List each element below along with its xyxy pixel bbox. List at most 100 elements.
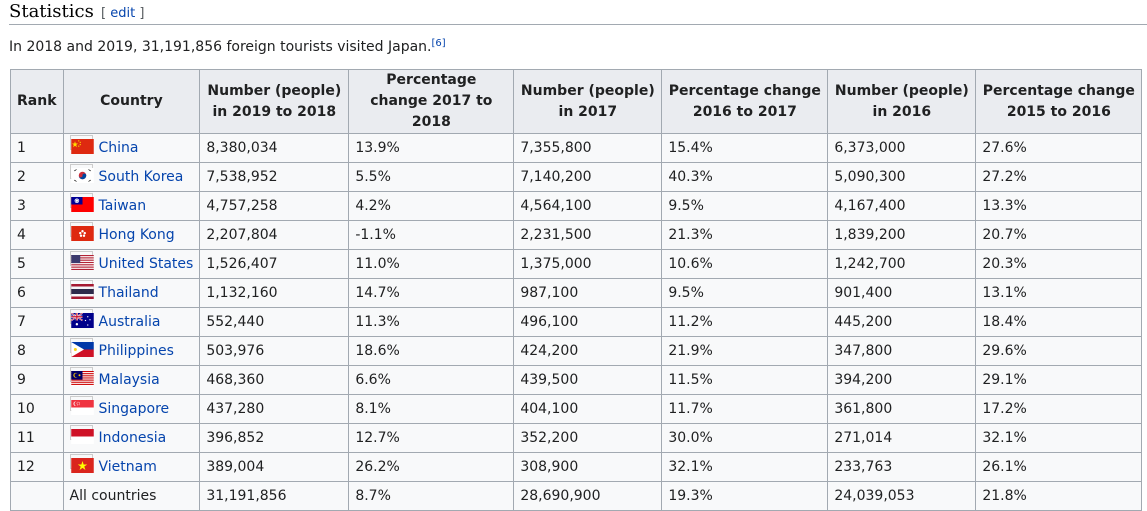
change-2017-cell: 11.5% xyxy=(661,365,829,395)
change-2016-cell: 13.1% xyxy=(975,278,1143,308)
edit-bracket-open: [ xyxy=(101,6,111,21)
visitors-2017-cell: 308,900 xyxy=(513,452,663,482)
change-2018-cell: 18.6% xyxy=(348,336,515,366)
country-link[interactable]: Singapore xyxy=(98,401,170,417)
rank-cell: 8 xyxy=(10,336,64,366)
change-2016-cell: 21.8% xyxy=(975,481,1143,511)
change-2016-cell: 13.3% xyxy=(975,191,1143,221)
country-cell: Hong Kong xyxy=(62,220,201,250)
visitors-2019-cell: 396,852 xyxy=(199,423,350,453)
table-row: 6 Thailand 1,132,160 14.7% 987,100 9.5% 901,40… xyxy=(10,278,1143,308)
visitors-2017-cell: 404,100 xyxy=(513,394,663,424)
table-row: 4 Hong Kong 2,207,804 -1.1% 2,231,500 21.3% 1,… xyxy=(10,220,1143,250)
change-2016-cell: 26.1% xyxy=(975,452,1143,482)
rank-cell: 6 xyxy=(10,278,64,308)
change-2016-cell: 29.1% xyxy=(975,365,1143,395)
change-2016-cell: 18.4% xyxy=(975,307,1143,337)
south-korea-flag-icon xyxy=(69,164,94,183)
visitors-2019-cell: 468,360 xyxy=(199,365,350,395)
rank-cell: 2 xyxy=(10,162,64,192)
column-header: Number (people) in 2019 to 2018 xyxy=(199,69,350,134)
change-2018-cell: 11.0% xyxy=(348,249,515,279)
table-row: 12 Vietnam 389,004 26.2% 308,900 32.1% 233,763… xyxy=(10,452,1143,482)
change-2016-cell: 20.3% xyxy=(975,249,1143,279)
rank-cell xyxy=(10,481,64,511)
reference-link[interactable]: [6] xyxy=(431,38,446,49)
country-cell: Taiwan xyxy=(62,191,201,221)
visitors-2016-cell: 6,373,000 xyxy=(827,133,977,163)
table-row: 9 Malaysia 468,360 6.6% 439,500 11.5% 394,200 2… xyxy=(10,365,1143,395)
column-header: Number (people) in 2016 xyxy=(827,69,977,134)
change-2016-cell: 29.6% xyxy=(975,336,1143,366)
country-link[interactable]: Malaysia xyxy=(98,372,160,388)
change-2016-cell: 20.7% xyxy=(975,220,1143,250)
visitors-2016-cell: 1,839,200 xyxy=(827,220,977,250)
visitors-2019-cell: 8,380,034 xyxy=(199,133,350,163)
visitors-2019-cell: 2,207,804 xyxy=(199,220,350,250)
visitors-2016-cell: 271,014 xyxy=(827,423,977,453)
malaysia-flag-icon xyxy=(69,367,94,386)
visitors-2019-cell: 7,538,952 xyxy=(199,162,350,192)
rank-cell: 12 xyxy=(10,452,64,482)
country-link[interactable]: Indonesia xyxy=(98,430,167,446)
change-2018-cell: 6.6% xyxy=(348,365,515,395)
indonesia-flag-icon xyxy=(69,425,94,444)
column-header: Percentage change 2017 to 2018 xyxy=(348,69,515,134)
visitors-2017-cell: 2,231,500 xyxy=(513,220,663,250)
visitors-2019-cell: 437,280 xyxy=(199,394,350,424)
country-cell: Singapore xyxy=(62,394,201,424)
edit-link[interactable]: edit xyxy=(110,6,136,21)
section-title: Statistics xyxy=(9,1,94,22)
visitors-2017-cell: 439,500 xyxy=(513,365,663,395)
change-2016-cell: 27.2% xyxy=(975,162,1143,192)
country-link[interactable]: Australia xyxy=(98,314,161,330)
column-header: Country xyxy=(62,69,201,134)
country-cell: Thailand xyxy=(62,278,201,308)
edit-section: [ edit ] xyxy=(101,6,144,22)
change-2018-cell: 5.5% xyxy=(348,162,515,192)
visitors-2019-cell: 503,976 xyxy=(199,336,350,366)
visitors-2017-cell: 987,100 xyxy=(513,278,663,308)
country-cell: Philippines xyxy=(62,336,201,366)
column-header: Rank xyxy=(10,69,64,134)
change-2016-cell: 27.6% xyxy=(975,133,1143,163)
singapore-flag-icon xyxy=(69,396,94,415)
change-2017-cell: 11.2% xyxy=(661,307,829,337)
country-link[interactable]: United States xyxy=(98,256,194,272)
change-2018-cell: 11.3% xyxy=(348,307,515,337)
rank-cell: 11 xyxy=(10,423,64,453)
visitors-2016-cell: 361,800 xyxy=(827,394,977,424)
visitors-2016-cell: 1,242,700 xyxy=(827,249,977,279)
vietnam-flag-icon xyxy=(69,454,94,473)
visitors-2019-cell: 31,191,856 xyxy=(199,481,350,511)
country-cell: China xyxy=(62,133,201,163)
country-link[interactable]: South Korea xyxy=(98,169,184,185)
country-link[interactable]: China xyxy=(98,140,139,156)
rank-cell: 9 xyxy=(10,365,64,395)
visitors-2019-cell: 1,132,160 xyxy=(199,278,350,308)
philippines-flag-icon xyxy=(69,338,94,357)
change-2018-cell: 14.7% xyxy=(348,278,515,308)
country-link[interactable]: Hong Kong xyxy=(98,227,175,243)
united-states-flag-icon xyxy=(69,251,94,270)
visitors-2016-cell: 233,763 xyxy=(827,452,977,482)
country-link[interactable]: Vietnam xyxy=(98,459,157,475)
hong-kong-flag-icon xyxy=(69,222,94,241)
visitors-2016-cell: 901,400 xyxy=(827,278,977,308)
country-link[interactable]: Thailand xyxy=(98,285,159,301)
country-cell: Indonesia xyxy=(62,423,201,453)
change-2016-cell: 32.1% xyxy=(975,423,1143,453)
change-2018-cell: 4.2% xyxy=(348,191,515,221)
visitors-2017-cell: 352,200 xyxy=(513,423,663,453)
change-2018-cell: 13.9% xyxy=(348,133,515,163)
country-link[interactable]: Philippines xyxy=(98,343,174,359)
country-cell: Australia xyxy=(62,307,201,337)
visitors-2017-cell: 7,355,800 xyxy=(513,133,663,163)
table-row: 7 Australia 552,440 11.3% 496,100 11.2% 445,20… xyxy=(10,307,1143,337)
change-2017-cell: 11.7% xyxy=(661,394,829,424)
change-2016-cell: 17.2% xyxy=(975,394,1143,424)
country-link[interactable]: Taiwan xyxy=(98,198,147,214)
column-header: Percentage change 2016 to 2017 xyxy=(661,69,829,134)
china-flag-icon xyxy=(69,135,94,154)
change-2017-cell: 15.4% xyxy=(661,133,829,163)
